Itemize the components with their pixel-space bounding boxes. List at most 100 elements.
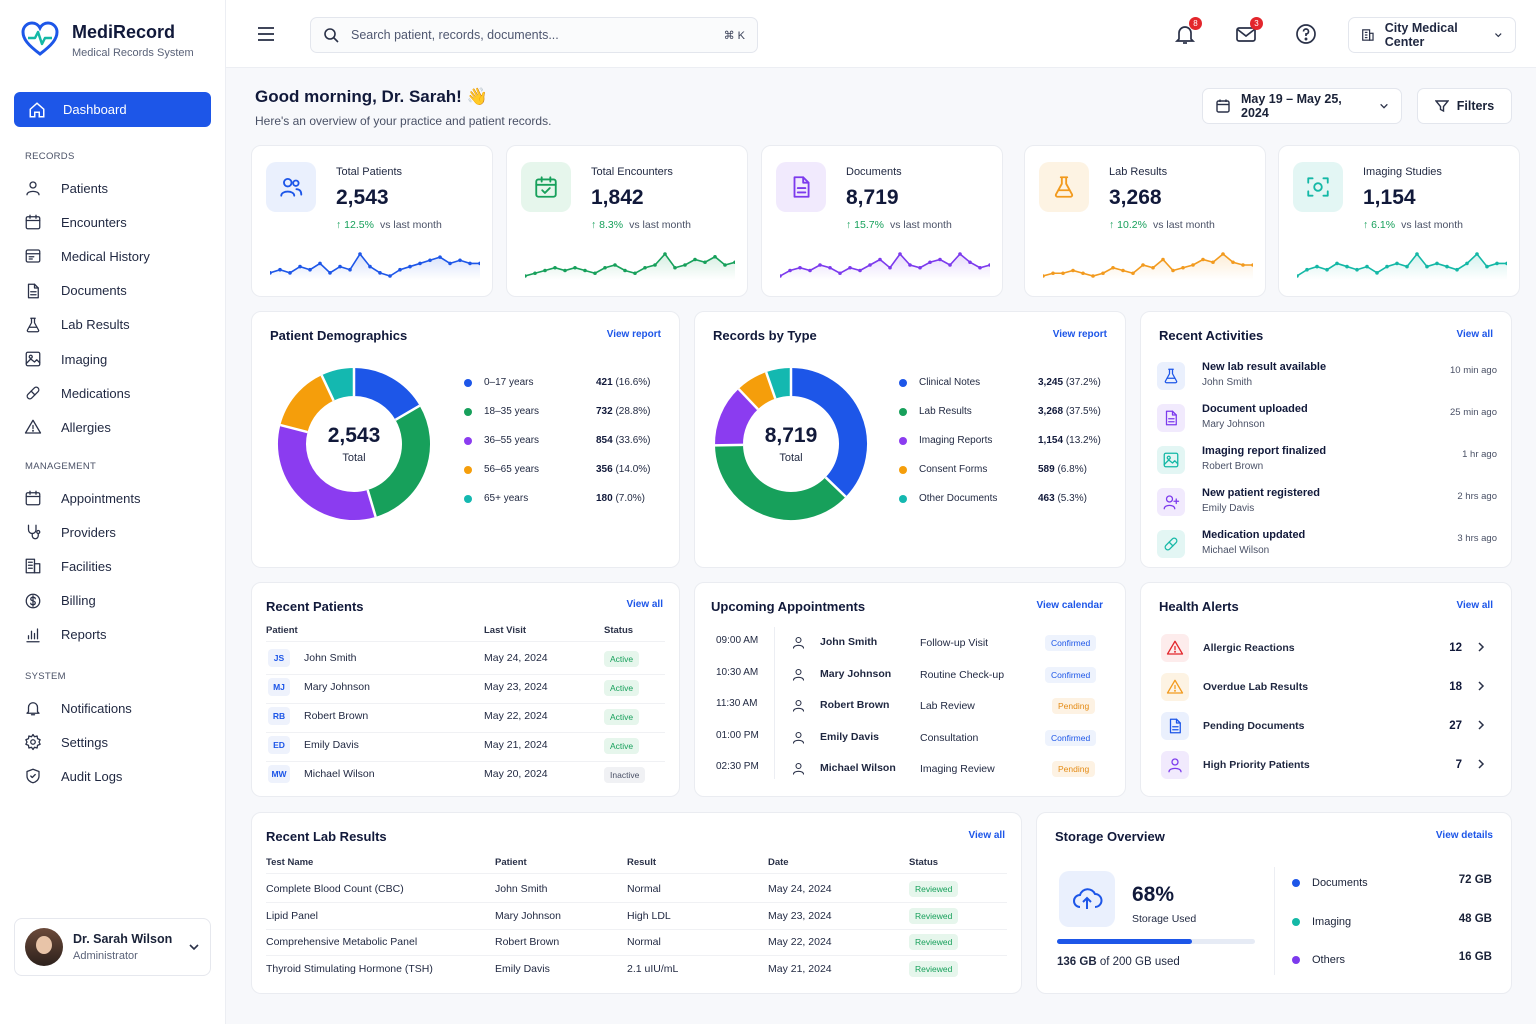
stat-card-lab-results[interactable]: Lab Results 3,268 ↑ 10.2% vs last month — [1024, 145, 1266, 297]
sparkline-point — [1435, 261, 1439, 266]
lab-patient: Mary Johnson — [495, 909, 561, 922]
view-all-link[interactable]: View all — [1456, 329, 1493, 340]
sidebar-item-notifications[interactable]: Notifications — [24, 698, 132, 718]
sidebar-item-appointments[interactable]: Appointments — [24, 488, 141, 508]
sparkline-line — [270, 252, 480, 277]
sidebar-item-dashboard[interactable]: Dashboard — [14, 92, 211, 127]
sparkline-point — [298, 264, 302, 269]
search-input[interactable]: Search patient, records, documents... — [351, 28, 559, 42]
messages-button[interactable]: 3 — [1234, 17, 1263, 46]
appointment-row[interactable]: 02:30 PM Michael Wilson Imaging Review Pend… — [695, 761, 1125, 785]
filter-icon — [1434, 100, 1449, 113]
legend-label: Imaging Reports — [919, 435, 993, 446]
sidebar-item-documents[interactable]: Documents — [24, 281, 127, 301]
sparkline-point — [663, 252, 667, 256]
nav-section-system: SYSTEM — [25, 671, 66, 682]
appointment-row[interactable]: 01:00 PM Emily Davis Consultation Confirmed — [695, 729, 1125, 754]
help-button[interactable] — [1294, 22, 1318, 46]
sparkline-point — [603, 265, 607, 270]
legend-item: 56–65 years — [464, 464, 539, 475]
date-range-picker[interactable]: May 19 – May 25, 2024 — [1202, 88, 1402, 124]
table-row[interactable]: MW Michael Wilson May 20, 2024 Inactive — [252, 765, 679, 789]
view-calendar-link[interactable]: View calendar — [1036, 600, 1103, 611]
sidebar-item-label: Reports — [61, 627, 107, 643]
notifications-button[interactable]: 8 — [1173, 17, 1202, 46]
table-row[interactable]: ED Emily Davis May 21, 2024 Active — [252, 736, 679, 760]
table-row[interactable]: Complete Blood Count (CBC) John Smith Norm… — [252, 881, 1021, 905]
lab-patient: John Smith — [495, 883, 548, 895]
table-row[interactable]: JS John Smith May 24, 2024 Active — [252, 649, 679, 673]
patient-initials: ED — [268, 736, 290, 754]
stat-card-total-encounters[interactable]: Total Encounters 1,842 ↑ 8.3% vs last month — [506, 145, 748, 297]
table-row[interactable]: Comprehensive Metabolic Panel Robert Brow… — [252, 934, 1021, 958]
search-bar[interactable]: Search patient, records, documents... ⌘ … — [310, 17, 758, 53]
donut-slice-0-17-years[interactable] — [353, 368, 420, 421]
activity-item[interactable]: Imaging report finalized Robert Brown 1 hr… — [1157, 443, 1497, 481]
donut-slice-clinical-notes[interactable] — [790, 368, 867, 497]
sidebar-item-allergies[interactable]: Allergies — [24, 417, 111, 437]
health-alert-item[interactable]: Allergic Reactions 12 — [1157, 630, 1494, 666]
donut-slice-36-55-years[interactable] — [278, 425, 376, 520]
stat-card-imaging-studies[interactable]: Imaging Studies 1,154 ↑ 6.1% vs last month — [1278, 145, 1520, 297]
user-profile-card[interactable]: Dr. Sarah Wilson Administrator — [14, 918, 211, 976]
facility-selector[interactable]: City Medical Center — [1348, 17, 1516, 53]
sidebar-item-settings[interactable]: Settings — [24, 732, 108, 752]
card-title: Upcoming Appointments — [711, 599, 866, 614]
table-row[interactable]: Thyroid Stimulating Hormone (TSH) Emily D… — [252, 960, 1021, 985]
activity-time: 2 hrs ago — [1457, 491, 1497, 502]
view-all-link[interactable]: View all — [626, 599, 663, 610]
table-row[interactable]: Lipid Panel Mary Johnson High LDL May 23, 2… — [252, 907, 1021, 932]
donut-slice-imaging-reports[interactable] — [715, 388, 759, 446]
donut-slice-65-years[interactable] — [321, 368, 355, 401]
sparkline-point — [1071, 268, 1075, 273]
donut-slice-other-documents[interactable] — [766, 368, 792, 399]
timeline-divider — [774, 627, 775, 779]
donut-slice-18-35-years[interactable] — [367, 405, 430, 517]
donut-slice-56-65-years[interactable] — [280, 375, 335, 433]
donut-slice-consent-forms[interactable] — [738, 372, 776, 410]
activity-item[interactable]: Medication updated Michael Wilson 3 hrs ag… — [1157, 527, 1497, 565]
activity-item[interactable]: Document uploaded Mary Johnson 25 min ago — [1157, 401, 1497, 439]
facility-name: City Medical Center — [1384, 21, 1458, 49]
stat-card-documents[interactable]: Documents 8,719 ↑ 15.7% vs last month — [761, 145, 1003, 297]
donut-slice-lab-results[interactable] — [715, 444, 846, 520]
health-alert-item[interactable]: Overdue Lab Results 18 — [1157, 669, 1494, 705]
filters-button[interactable]: Filters — [1417, 88, 1512, 124]
sidebar-item-medical-history[interactable]: Medical History — [24, 246, 150, 266]
activity-item[interactable]: New patient registered Emily Davis 2 hrs a… — [1157, 485, 1497, 523]
status-badge: Reviewed — [909, 907, 959, 924]
appointment-row[interactable]: 11:30 AM Robert Brown Lab Review Pending — [695, 698, 1125, 722]
stat-change-value: ↑ 10.2% — [1109, 219, 1147, 231]
stat-card-total-patients[interactable]: Total Patients 2,543 ↑ 12.5% vs last month — [251, 145, 493, 297]
sidebar-item-audit-logs[interactable]: Audit Logs — [24, 766, 122, 786]
view-report-link[interactable]: View report — [606, 329, 661, 340]
sidebar-item-encounters[interactable]: Encounters — [24, 212, 127, 232]
table-row[interactable]: MJ Mary Johnson May 23, 2024 Active — [252, 678, 679, 702]
sparkline-point — [988, 263, 990, 267]
view-all-link[interactable]: View all — [968, 830, 1005, 841]
view-report-link[interactable]: View report — [1052, 329, 1107, 340]
activity-title: Imaging report finalized — [1202, 445, 1327, 457]
sidebar-item-imaging[interactable]: Imaging — [24, 349, 107, 369]
health-alert-item[interactable]: Pending Documents 27 — [1157, 708, 1494, 744]
patient-name: John Smith — [304, 652, 357, 664]
sidebar-item-reports[interactable]: Reports — [24, 625, 107, 645]
sidebar-item-lab-results[interactable]: Lab Results — [24, 315, 130, 335]
health-alert-item[interactable]: High Priority Patients 7 — [1157, 747, 1494, 783]
sidebar-item-billing[interactable]: Billing — [24, 591, 96, 611]
menu-icon[interactable] — [256, 24, 276, 44]
app-logo[interactable]: MediRecord Medical Records System — [20, 20, 194, 60]
view-all-link[interactable]: View all — [1456, 600, 1493, 611]
view-details-link[interactable]: View details — [1435, 830, 1493, 841]
sidebar-item-facilities[interactable]: Facilities — [24, 556, 112, 576]
sidebar-item-patients[interactable]: Patients — [24, 178, 108, 198]
patient-initials: MJ — [268, 678, 290, 696]
sidebar-item-providers[interactable]: Providers — [24, 522, 116, 542]
appointment-row[interactable]: 10:30 AM Mary Johnson Routine Check-up Conf… — [695, 666, 1125, 691]
table-row[interactable]: RB Robert Brown May 22, 2024 Active — [252, 707, 679, 731]
sparkline-chart — [780, 252, 990, 280]
warning-icon — [1166, 679, 1184, 694]
activity-item[interactable]: New lab result available John Smith 10 min… — [1157, 359, 1497, 397]
appointment-row[interactable]: 09:00 AM John Smith Follow-up Visit Confirm… — [695, 635, 1125, 659]
sidebar-item-medications[interactable]: Medications — [24, 383, 130, 403]
